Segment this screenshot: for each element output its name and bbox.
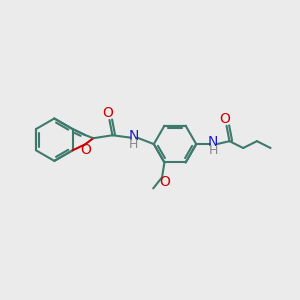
Text: O: O — [80, 143, 92, 157]
Text: O: O — [103, 106, 113, 121]
Text: H: H — [208, 143, 218, 157]
Text: O: O — [159, 176, 170, 190]
Text: N: N — [208, 135, 218, 149]
Text: N: N — [128, 129, 139, 143]
Text: H: H — [129, 138, 138, 151]
Text: O: O — [219, 112, 230, 126]
